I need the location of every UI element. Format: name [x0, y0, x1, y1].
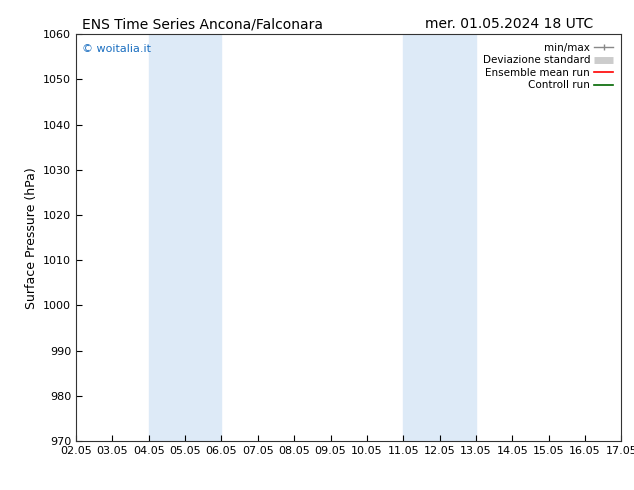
- Text: © woitalia.it: © woitalia.it: [82, 45, 150, 54]
- Text: ENS Time Series Ancona/Falconara: ENS Time Series Ancona/Falconara: [82, 17, 323, 31]
- Y-axis label: Surface Pressure (hPa): Surface Pressure (hPa): [25, 167, 37, 309]
- Text: mer. 01.05.2024 18 UTC: mer. 01.05.2024 18 UTC: [425, 17, 593, 31]
- Legend: min/max, Deviazione standard, Ensemble mean run, Controll run: min/max, Deviazione standard, Ensemble m…: [479, 40, 616, 94]
- Bar: [149, 34, 221, 441]
- Bar: [403, 34, 476, 441]
- Title: ENS Time Series Ancona/Falconara          mer. 01.05.2024 18 UTC: ENS Time Series Ancona/Falconara mer. 01…: [0, 489, 1, 490]
